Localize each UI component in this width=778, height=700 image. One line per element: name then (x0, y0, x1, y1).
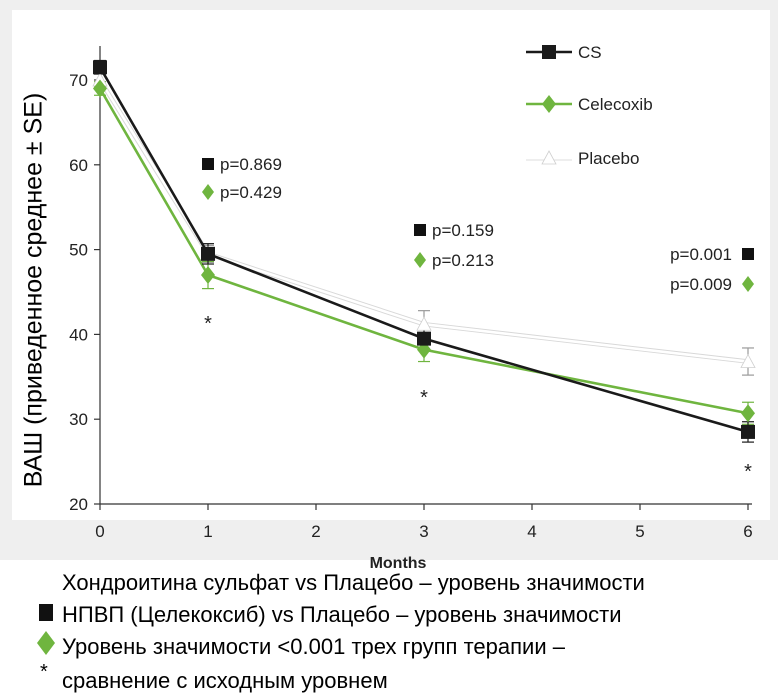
x-tick-label: 1 (203, 522, 212, 541)
annotation-square-marker (742, 248, 754, 260)
chart-svg: 20 30 40 50 60 70 0 1 2 3 4 5 6 CS Celecoxib Placebo p=0… (0, 0, 778, 560)
data-point-celecoxib (93, 79, 107, 98)
series-line (98, 79, 749, 363)
data-point-placebo (416, 316, 432, 331)
legend-marker-cs (542, 45, 556, 59)
note-line-1: Хондроитина сульфат vs Плацебо – уровень… (62, 570, 645, 595)
x-tick-label: 0 (95, 522, 104, 541)
y-tick-label: 50 (69, 241, 88, 260)
legend-label-celecoxib: Celecoxib (578, 95, 653, 114)
note-line-2: НПВП (Целекоксиб) vs Плацебо – уровень з… (62, 602, 622, 627)
star-note-icon: * (40, 661, 48, 683)
y-axis-title: ВАШ (приведенное среднее ± SE) (17, 88, 51, 492)
x-axis-title: Months (369, 555, 427, 572)
annotation-diamond-marker (202, 184, 214, 200)
annotation-square-marker (414, 224, 426, 236)
data-point-cs (417, 331, 431, 346)
note-line-3: Уровень значимости <0.001 трех групп тер… (62, 634, 565, 659)
data-point-cs (201, 246, 215, 261)
x-tick-label: 5 (635, 522, 644, 541)
legend-marker-celecoxib (542, 95, 556, 113)
annotation-p-value: p=0.001 (670, 245, 732, 264)
square-note-icon (39, 604, 53, 621)
annotation-p-value: p=0.159 (432, 221, 494, 240)
note-line-4: сравнение с исходным уровнем (62, 668, 388, 693)
series-line (98, 87, 749, 415)
y-tick-label: 70 (69, 71, 88, 90)
plot-area (12, 10, 770, 520)
annotation-square-marker (202, 158, 214, 170)
series-line (98, 66, 749, 434)
significance-star: * (420, 387, 428, 409)
y-tick-label: 60 (69, 156, 88, 175)
annotation-p-value: p=0.429 (220, 183, 282, 202)
annotation-diamond-marker (414, 252, 426, 268)
significance-star: * (744, 461, 752, 483)
annotation-p-value: p=0.213 (432, 251, 494, 270)
data-point-celecoxib (741, 404, 755, 423)
annotation-p-value: p=0.869 (220, 155, 282, 174)
diamond-note-icon (37, 631, 55, 655)
y-tick-label: 20 (69, 495, 88, 514)
data-point-cs (741, 424, 755, 439)
y-tick-label: 30 (69, 410, 88, 429)
data-point-celecoxib (201, 266, 215, 285)
x-tick-label: 4 (527, 522, 536, 541)
x-tick-label: 3 (419, 522, 428, 541)
data-point-cs (93, 60, 107, 75)
annotation-p-value: p=0.009 (670, 275, 732, 294)
annotation-diamond-marker (742, 276, 754, 292)
y-tick-label: 40 (69, 325, 88, 344)
x-tick-label: 6 (743, 522, 752, 541)
legend-label-cs: CS (578, 43, 602, 62)
significance-star: * (204, 313, 212, 335)
legend-label-placebo: Placebo (578, 149, 639, 168)
x-tick-label: 2 (311, 522, 320, 541)
legend-marker-placebo (541, 150, 557, 165)
data-point-placebo (740, 353, 756, 368)
